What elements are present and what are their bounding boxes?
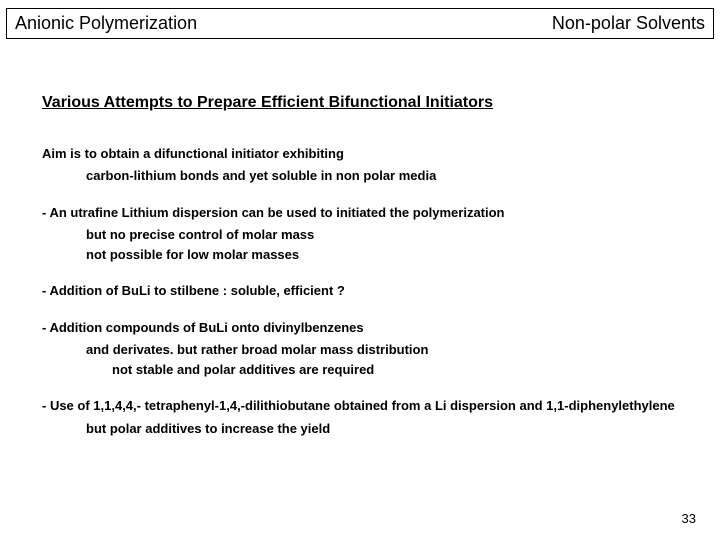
point-3: - Addition compounds of BuLi onto diviny…: [42, 320, 680, 379]
point-3-sub1: and derivates. but rather broad molar ma…: [42, 342, 680, 358]
slide: Anionic Polymerization Non-polar Solvent…: [0, 0, 720, 540]
point-1-sub2: not possible for low molar masses: [42, 247, 680, 263]
header-left: Anionic Polymerization: [15, 13, 197, 34]
point-2-lead: - Addition of BuLi to stilbene : soluble…: [42, 283, 680, 299]
point-1: - An utrafine Lithium dispersion can be …: [42, 205, 680, 264]
point-4-lead: - Use of 1,1,4,4,- tetraphenyl-1,4,-dili…: [42, 398, 680, 414]
aim-block: Aim is to obtain a difunctional initiato…: [42, 146, 680, 185]
point-4: - Use of 1,1,4,4,- tetraphenyl-1,4,-dili…: [42, 398, 680, 437]
header-right: Non-polar Solvents: [552, 13, 705, 34]
body: Aim is to obtain a difunctional initiato…: [42, 146, 680, 437]
header-band: Anionic Polymerization Non-polar Solvent…: [6, 8, 714, 39]
point-1-sub1: but no precise control of molar mass: [42, 227, 680, 243]
point-3-sub2: not stable and polar additives are requi…: [42, 362, 680, 378]
aim-lead: Aim is to obtain a difunctional initiato…: [42, 146, 680, 162]
aim-sub1: carbon-lithium bonds and yet soluble in …: [42, 168, 680, 184]
slide-title: Various Attempts to Prepare Efficient Bi…: [42, 94, 493, 112]
point-1-lead: - An utrafine Lithium dispersion can be …: [42, 205, 680, 221]
point-4-sub1: but polar additives to increase the yiel…: [42, 421, 680, 437]
page-number: 33: [682, 511, 696, 526]
point-3-lead: - Addition compounds of BuLi onto diviny…: [42, 320, 680, 336]
point-2: - Addition of BuLi to stilbene : soluble…: [42, 283, 680, 299]
